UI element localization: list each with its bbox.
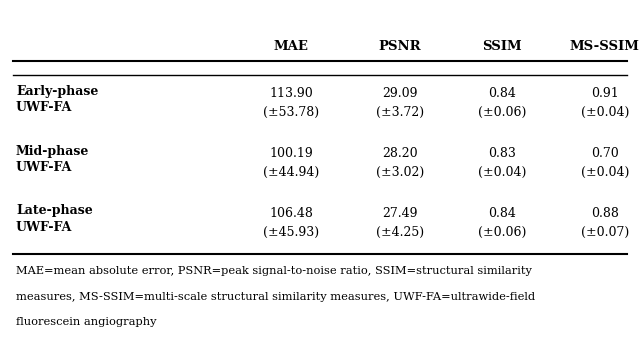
Text: 106.48: 106.48 [269,207,313,220]
Text: (±0.06): (±0.06) [478,106,527,119]
Text: 0.83: 0.83 [488,147,516,160]
Text: (±3.72): (±3.72) [376,106,424,119]
Text: (±44.94): (±44.94) [263,166,319,178]
Text: (±3.02): (±3.02) [376,166,424,178]
Text: SSIM: SSIM [483,40,522,53]
Text: (±0.07): (±0.07) [580,226,629,238]
Text: 113.90: 113.90 [269,87,313,100]
Text: PSNR: PSNR [379,40,421,53]
Text: (±0.04): (±0.04) [580,106,629,119]
Text: (±0.06): (±0.06) [478,226,527,238]
Text: (±4.25): (±4.25) [376,226,424,238]
Text: MAE: MAE [274,40,308,53]
Text: measures, MS-SSIM=multi-scale structural similarity measures, UWF-FA=ultrawide-f: measures, MS-SSIM=multi-scale structural… [16,292,535,302]
Text: 0.91: 0.91 [591,87,619,100]
Text: 27.49: 27.49 [382,207,418,220]
Text: (±53.78): (±53.78) [263,106,319,119]
Text: 28.20: 28.20 [382,147,418,160]
Text: UWF-FA: UWF-FA [16,101,72,114]
Text: UWF-FA: UWF-FA [16,161,72,174]
Text: 29.09: 29.09 [382,87,418,100]
Text: (±0.04): (±0.04) [580,166,629,178]
Text: (±45.93): (±45.93) [263,226,319,238]
Text: 0.70: 0.70 [591,147,619,160]
Text: Late-phase: Late-phase [16,205,93,217]
Text: MS-SSIM: MS-SSIM [570,40,640,53]
Text: Mid-phase: Mid-phase [16,145,90,157]
Text: 0.88: 0.88 [591,207,619,220]
Text: (±0.04): (±0.04) [478,166,527,178]
Text: 100.19: 100.19 [269,147,313,160]
Text: UWF-FA: UWF-FA [16,221,72,234]
Text: fluorescein angiography: fluorescein angiography [16,317,157,327]
Text: 0.84: 0.84 [488,207,516,220]
Text: 0.84: 0.84 [488,87,516,100]
Text: MAE=mean absolute error, PSNR=peak signal-to-noise ratio, SSIM=structural simila: MAE=mean absolute error, PSNR=peak signa… [16,266,532,276]
Text: Early-phase: Early-phase [16,85,99,97]
